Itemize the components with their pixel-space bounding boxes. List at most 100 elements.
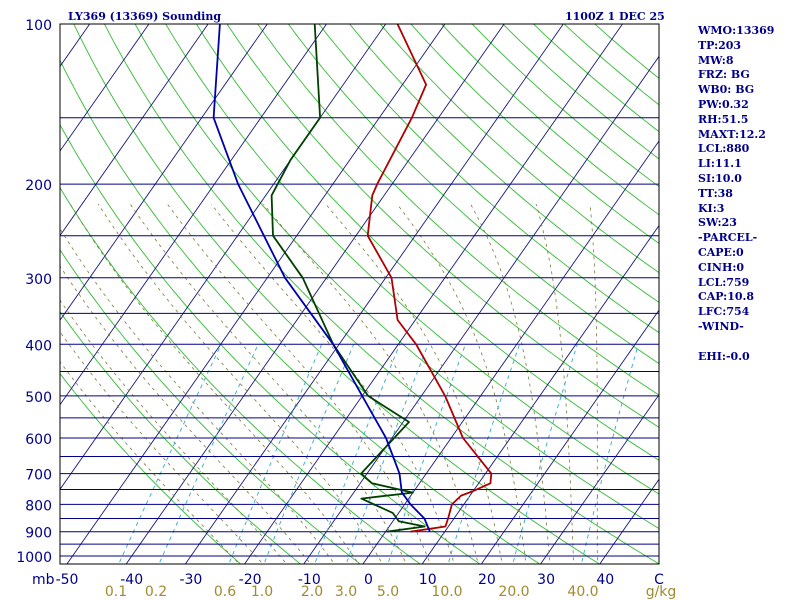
dry-adiabat-line [563, 24, 659, 106]
pressure-tick-label: 1000 [16, 550, 52, 566]
index-pw: PW:0.32 [698, 97, 749, 111]
dry-adiabat-line [60, 372, 242, 564]
moist-adiabat-line [60, 265, 312, 564]
dry-adiabat-line [410, 24, 659, 245]
mixing-ratio-tick-label: 0.1 [105, 584, 127, 600]
temperature-tick-label: -50 [56, 572, 79, 588]
isotherm-line [244, 24, 624, 564]
moist-adiabat-line [60, 299, 288, 564]
temperature-tick-label: C [654, 572, 664, 588]
dry-adiabat-line [287, 24, 659, 365]
parcel-line [212, 24, 431, 533]
isotherm-line [303, 55, 659, 564]
mixing-ratio-tick-label: 2.0 [301, 584, 323, 600]
dry-adiabat-line [471, 24, 659, 188]
index-rh: RH:51.5 [698, 112, 749, 126]
spacer [698, 335, 798, 350]
isotherm-line [125, 24, 505, 564]
isotherm-line [60, 24, 268, 321]
chart-time-label: 1100Z 1 DEC 25 [565, 10, 665, 23]
mixing-ratio-tick-label: 1.0 [251, 584, 273, 600]
dry-adiabat-line [60, 248, 361, 564]
index-sw: SW:23 [698, 216, 737, 230]
moist-adiabat-line [210, 203, 455, 564]
pressure-tick-label: 200 [25, 178, 52, 194]
temperature-tick-label: 10 [419, 572, 437, 588]
index-frz: FRZ: BG [698, 68, 750, 82]
dry-adiabat-line [532, 24, 659, 133]
moist-adiabat-line [69, 203, 359, 564]
dry-adiabat-line [195, 24, 659, 461]
temperature-line [366, 24, 493, 533]
index-mw: MW:8 [698, 53, 734, 67]
pressure-tick-label: 700 [25, 468, 52, 484]
temperature-tick-label: 40 [596, 572, 614, 588]
dry-adiabat-line [60, 123, 481, 564]
index-lfc: LFC:754 [698, 305, 750, 319]
sounding-series [212, 24, 493, 533]
index-cape: CAPE:0 [698, 245, 744, 259]
pressure-tick-label: 600 [25, 432, 52, 448]
dry-adiabat-line [134, 24, 659, 530]
index-wmo: WMO:13369 [698, 24, 775, 37]
dry-adiabat-line [502, 24, 659, 160]
dry-adiabat-line [60, 311, 302, 564]
pressure-tick-label: 800 [25, 498, 52, 514]
index-tp: TP:203 [698, 38, 742, 52]
dry-adiabat-line [73, 24, 601, 564]
isotherm-line [60, 24, 209, 237]
temperature-tick-label: 30 [537, 572, 555, 588]
chart-title: LY369 (13369) Sounding [68, 10, 221, 23]
dewpoint-line [270, 24, 426, 533]
index-cinh: CINH:0 [698, 260, 745, 274]
index-tt: TT:38 [698, 186, 733, 200]
moist-adiabat-line [167, 203, 431, 564]
temperature-tick-label: -30 [179, 572, 202, 588]
indices-panel: WMO:13369 TP:203 MW:8 FRZ: BG WB0: BG PW… [698, 24, 798, 364]
temperature-tick-label: -10 [298, 572, 321, 588]
moist-adiabat-line [129, 203, 407, 564]
pressure-tick-label: 100 [25, 18, 52, 34]
isotherm-line [184, 24, 564, 564]
dry-adiabat-line [349, 24, 659, 303]
temperature-tick-label: 0 [364, 572, 373, 588]
isotherm-line [60, 24, 387, 491]
plot-background [60, 24, 659, 564]
mixing-ratio-tick-label: 5.0 [377, 584, 399, 600]
dry-adiabat-line [60, 59, 541, 564]
index-si: SI:10.0 [698, 171, 742, 185]
pressure-tick-label: 300 [25, 272, 52, 288]
background-lines [60, 24, 659, 564]
parcel-header: -PARCEL- [698, 231, 758, 245]
dry-adiabat-line [165, 24, 659, 495]
pressure-tick-label: 400 [25, 338, 52, 354]
dry-adiabat-line [226, 24, 659, 428]
index-ki: KI:3 [698, 201, 725, 215]
wind-header: -WIND- [698, 319, 744, 333]
isotherm-line [66, 24, 446, 564]
temperature-tick-label: -40 [120, 572, 143, 588]
dry-adiabat-line [318, 24, 659, 334]
dry-adiabat-line [257, 24, 659, 396]
isotherm-line [60, 24, 150, 152]
mixing-ratio-tick-label: 40.0 [567, 584, 598, 600]
isotherm-line [421, 224, 659, 564]
index-ehi: EHI:-0.0 [698, 349, 750, 363]
pressure-tick-label: 900 [25, 526, 52, 542]
dry-adiabat-line [379, 24, 659, 274]
isotherm-line [480, 309, 659, 564]
index-wb0: WB0: BG [698, 83, 755, 97]
dry-adiabat-line [103, 24, 659, 564]
pressure-unit-label: mb [32, 572, 55, 588]
index-parcel-lcl: LCL:759 [698, 275, 750, 289]
index-lcl: LCL:880 [698, 142, 750, 156]
isobar-lines [60, 23, 659, 557]
moist-adiabat-line [325, 203, 503, 564]
plot-frame [59, 23, 660, 565]
index-li: LI:11.1 [698, 157, 742, 171]
mixing-ratio-tick-label: 0.6 [214, 584, 236, 600]
index-maxt: MAXT:12.2 [698, 127, 766, 141]
temperature-tick-label: 20 [478, 572, 496, 588]
